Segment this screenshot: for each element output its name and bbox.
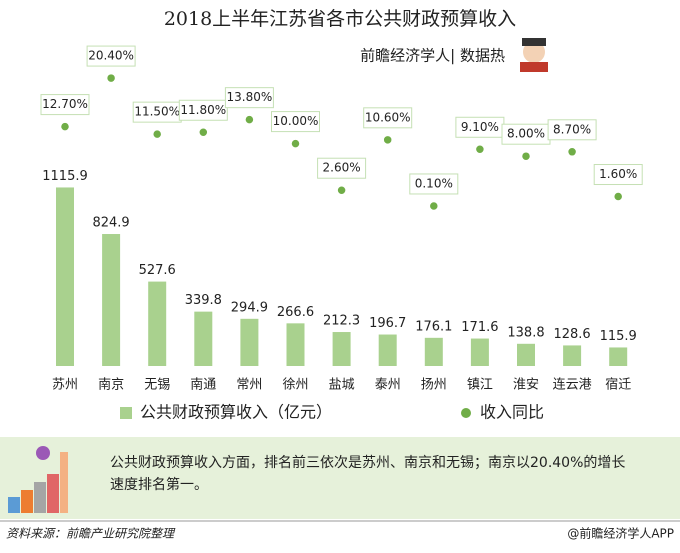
value-label-box: [317, 157, 367, 179]
dot-value-label: 9.10%: [461, 120, 499, 134]
dot: [520, 150, 532, 162]
value-label-box: [547, 119, 597, 141]
chart-title: 2018上半年江苏省各市公共财政预算收入: [164, 8, 516, 30]
x-tick-label: 连云港: [553, 377, 592, 393]
bar: [332, 332, 351, 366]
dot: [382, 134, 393, 146]
brand: @前瞻经济学人APP: [567, 526, 674, 541]
dot-value-label: 10.00%: [273, 114, 319, 128]
avatar-icon: [520, 38, 548, 72]
value-label-box: [593, 164, 643, 186]
bar: [56, 187, 74, 366]
dot: [151, 128, 163, 140]
value-label-box: [271, 111, 320, 133]
value-label-box: [363, 107, 413, 129]
dot: [198, 127, 209, 138]
dot-value-label: 8.70%: [553, 122, 591, 136]
chart-subtitle: 前瞻经济学人| 数据热: [360, 47, 505, 65]
x-tick-label: 淮安: [513, 378, 539, 393]
dot: [59, 121, 71, 132]
bar-value-label: 527.6: [139, 263, 176, 278]
dot-value-label: 10.60%: [365, 110, 411, 124]
source: 资料来源：前瞻产业研究院整理: [6, 527, 176, 541]
x-tick-label: 苏州: [52, 377, 78, 393]
note-text: 公共财政预算收入方面，排名前三依次是苏州、南京和无锡；南京以20.40%的增长速…: [110, 455, 626, 493]
bar: [194, 311, 213, 366]
dot: [105, 72, 117, 84]
bar: [378, 334, 397, 366]
value-label-box: [178, 99, 228, 121]
note-box: [0, 437, 680, 519]
bar: [286, 323, 305, 366]
bar: [609, 347, 628, 366]
dot-value-label: 11.50%: [134, 105, 180, 119]
bar-value-label: 266.6: [277, 305, 314, 320]
bar: [563, 345, 582, 366]
bar: [240, 318, 259, 366]
legend-swatch: [120, 407, 132, 419]
dot-value-label: 0.10%: [415, 176, 453, 190]
bar: [102, 234, 121, 366]
bar-value-label: 128.6: [553, 327, 590, 342]
dot-value-label: 2.60%: [323, 161, 361, 175]
dot: [290, 138, 301, 149]
value-label-box: [40, 94, 90, 116]
value-label-box: [409, 173, 459, 195]
bar-value-label: 1115.9: [42, 169, 88, 184]
bar-value-label: 824.9: [92, 216, 129, 231]
bar-value-label: 171.6: [461, 320, 498, 335]
dot: [244, 114, 255, 125]
dot-value-label: 8.00%: [507, 127, 545, 141]
bar: [470, 338, 489, 366]
dot-value-label: 11.80%: [180, 103, 226, 117]
legend-swatch: [461, 408, 471, 418]
x-tick-label: 徐州: [282, 378, 308, 393]
dot: [428, 200, 440, 212]
x-tick-label: 宿迁: [605, 377, 631, 393]
dot-value-label: 1.60%: [599, 167, 637, 181]
dot-value-label: 20.40%: [88, 49, 134, 63]
bar: [424, 337, 443, 366]
note-icon: [8, 446, 68, 513]
bar-value-label: 339.8: [185, 293, 222, 308]
value-label-box: [224, 87, 274, 109]
bar: [148, 281, 167, 366]
dot: [474, 144, 486, 155]
x-tick-label: 常州: [236, 378, 262, 393]
bar-value-label: 196.7: [369, 316, 406, 331]
bar-value-label: 138.8: [507, 325, 544, 340]
dot-value-label: 13.80%: [227, 90, 273, 104]
x-tick-label: 泰州: [375, 378, 401, 393]
legend-label: 公共财政预算收入（亿元）: [140, 403, 332, 422]
dot: [566, 146, 578, 158]
x-tick-label: 扬州: [421, 378, 447, 393]
x-tick-label: 无锡: [144, 378, 170, 393]
dot: [336, 184, 347, 196]
note-wrap: 公共财政预算收入方面，排名前三依次是苏州、南京和无锡；南京以20.40%的增长速…: [110, 455, 626, 493]
bar-value-label: 294.9: [231, 300, 268, 315]
value-label-box: [86, 45, 136, 67]
x-tick-label: 盐城: [329, 378, 355, 393]
x-tick-label: 南京: [98, 377, 124, 393]
bar-value-label: 115.9: [600, 329, 637, 344]
legend-label: 收入同比: [480, 403, 544, 422]
bar-value-label: 176.1: [415, 319, 452, 334]
dot-value-label: 12.70%: [42, 97, 88, 111]
bar-value-label: 212.3: [323, 314, 360, 329]
bar: [517, 343, 535, 366]
x-tick-label: 南通: [190, 377, 216, 393]
x-tick-label: 镇江: [467, 378, 493, 393]
dot: [612, 191, 624, 202]
